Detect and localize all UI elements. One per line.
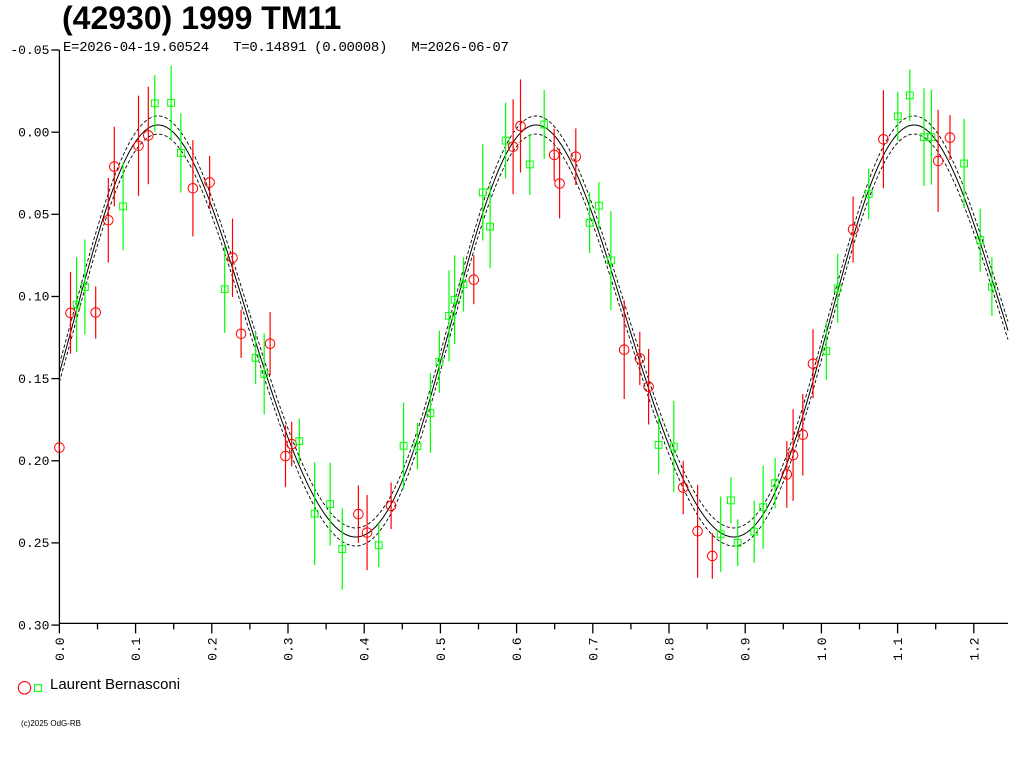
svg-text:0.7: 0.7 xyxy=(586,637,601,660)
svg-text:1.2: 1.2 xyxy=(967,637,982,660)
svg-text:0.05: 0.05 xyxy=(18,208,49,223)
svg-text:0.5: 0.5 xyxy=(434,637,449,660)
svg-text:0.10: 0.10 xyxy=(18,290,49,305)
svg-text:0.8: 0.8 xyxy=(663,637,678,660)
svg-text:0.15: 0.15 xyxy=(18,372,49,387)
svg-text:0.2: 0.2 xyxy=(205,637,220,660)
svg-text:0.00: 0.00 xyxy=(18,125,49,140)
svg-text:0.4: 0.4 xyxy=(358,637,373,661)
svg-text:-0.05: -0.05 xyxy=(10,43,49,58)
svg-text:0.9: 0.9 xyxy=(739,637,754,660)
svg-text:0.3: 0.3 xyxy=(282,637,297,660)
svg-text:0.1: 0.1 xyxy=(129,637,144,661)
svg-text:0.20: 0.20 xyxy=(18,454,49,469)
svg-text:1.1: 1.1 xyxy=(891,637,906,661)
svg-text:1.0: 1.0 xyxy=(815,637,830,660)
svg-text:0.0: 0.0 xyxy=(53,637,68,660)
svg-text:0.6: 0.6 xyxy=(510,637,525,660)
svg-text:0.30: 0.30 xyxy=(18,618,49,633)
svg-text:0.25: 0.25 xyxy=(18,536,49,551)
